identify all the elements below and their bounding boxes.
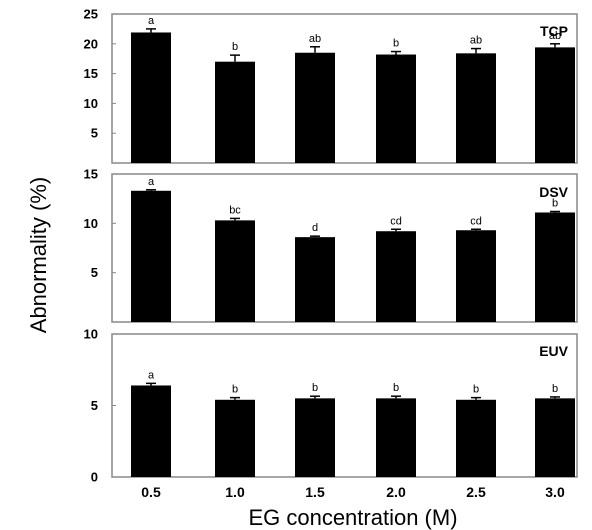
bar <box>215 61 255 163</box>
significance-letter: b <box>312 382 318 394</box>
significance-letter: cd <box>470 215 482 227</box>
significance-letter: bc <box>229 204 241 216</box>
significance-letter: b <box>473 384 479 396</box>
significance-letter: a <box>148 176 155 188</box>
panel-title: TCP <box>540 23 568 39</box>
bar <box>295 398 335 477</box>
y-tick-label: 10 <box>84 327 98 342</box>
significance-letter: ab <box>470 35 482 47</box>
significance-letter: b <box>232 41 238 53</box>
significance-letter: b <box>393 38 399 50</box>
x-tick-label: 3.0 <box>545 484 565 500</box>
bar <box>456 230 496 322</box>
bar <box>215 399 255 477</box>
bar <box>376 54 416 163</box>
significance-letter: ab <box>549 30 561 42</box>
significance-letter: cd <box>390 215 402 227</box>
significance-letter: b <box>552 383 558 395</box>
y-tick-label: 15 <box>84 167 98 182</box>
bar <box>131 190 171 322</box>
y-tick-label: 15 <box>84 66 98 81</box>
significance-letter: b <box>232 384 238 396</box>
panel-frame <box>111 13 578 164</box>
bar <box>456 53 496 163</box>
panel-frame <box>111 333 578 478</box>
x-tick-label: 1.5 <box>305 484 325 500</box>
y-tick-label: 5 <box>91 126 98 141</box>
bar <box>215 220 255 322</box>
y-tick-label: 0 <box>91 470 98 485</box>
y-tick-label: 10 <box>84 96 98 111</box>
y-tick-label: 5 <box>91 265 98 280</box>
significance-letter: a <box>148 369 155 381</box>
x-tick-label: 0.5 <box>141 484 161 500</box>
bar <box>456 399 496 477</box>
significance-letter: b <box>393 382 399 394</box>
x-tick-label: 2.5 <box>466 484 486 500</box>
x-tick-label: 2.0 <box>386 484 406 500</box>
panel-title: EUV <box>539 343 568 359</box>
significance-letter: d <box>312 222 318 234</box>
x-tick-label: 1.0 <box>225 484 245 500</box>
panel-title: DSV <box>539 184 568 200</box>
significance-letter: b <box>552 197 558 209</box>
bar <box>535 47 575 163</box>
bar <box>295 52 335 163</box>
bar <box>535 212 575 322</box>
y-tick-label: 25 <box>84 7 98 22</box>
y-tick-label: 5 <box>91 398 98 413</box>
x-axis-label: EG concentration (M) <box>248 505 457 530</box>
bar <box>131 32 171 164</box>
significance-letter: a <box>148 15 155 27</box>
bar <box>131 385 171 477</box>
y-tick-label: 20 <box>84 36 98 51</box>
y-axis-label: Abnormality (%) <box>26 177 51 333</box>
bar <box>376 231 416 322</box>
y-tick-label: 10 <box>84 216 98 231</box>
bar <box>295 237 335 322</box>
bar <box>376 398 416 477</box>
significance-letter: ab <box>309 33 321 45</box>
bar <box>535 398 575 477</box>
panel-frame <box>111 173 578 323</box>
